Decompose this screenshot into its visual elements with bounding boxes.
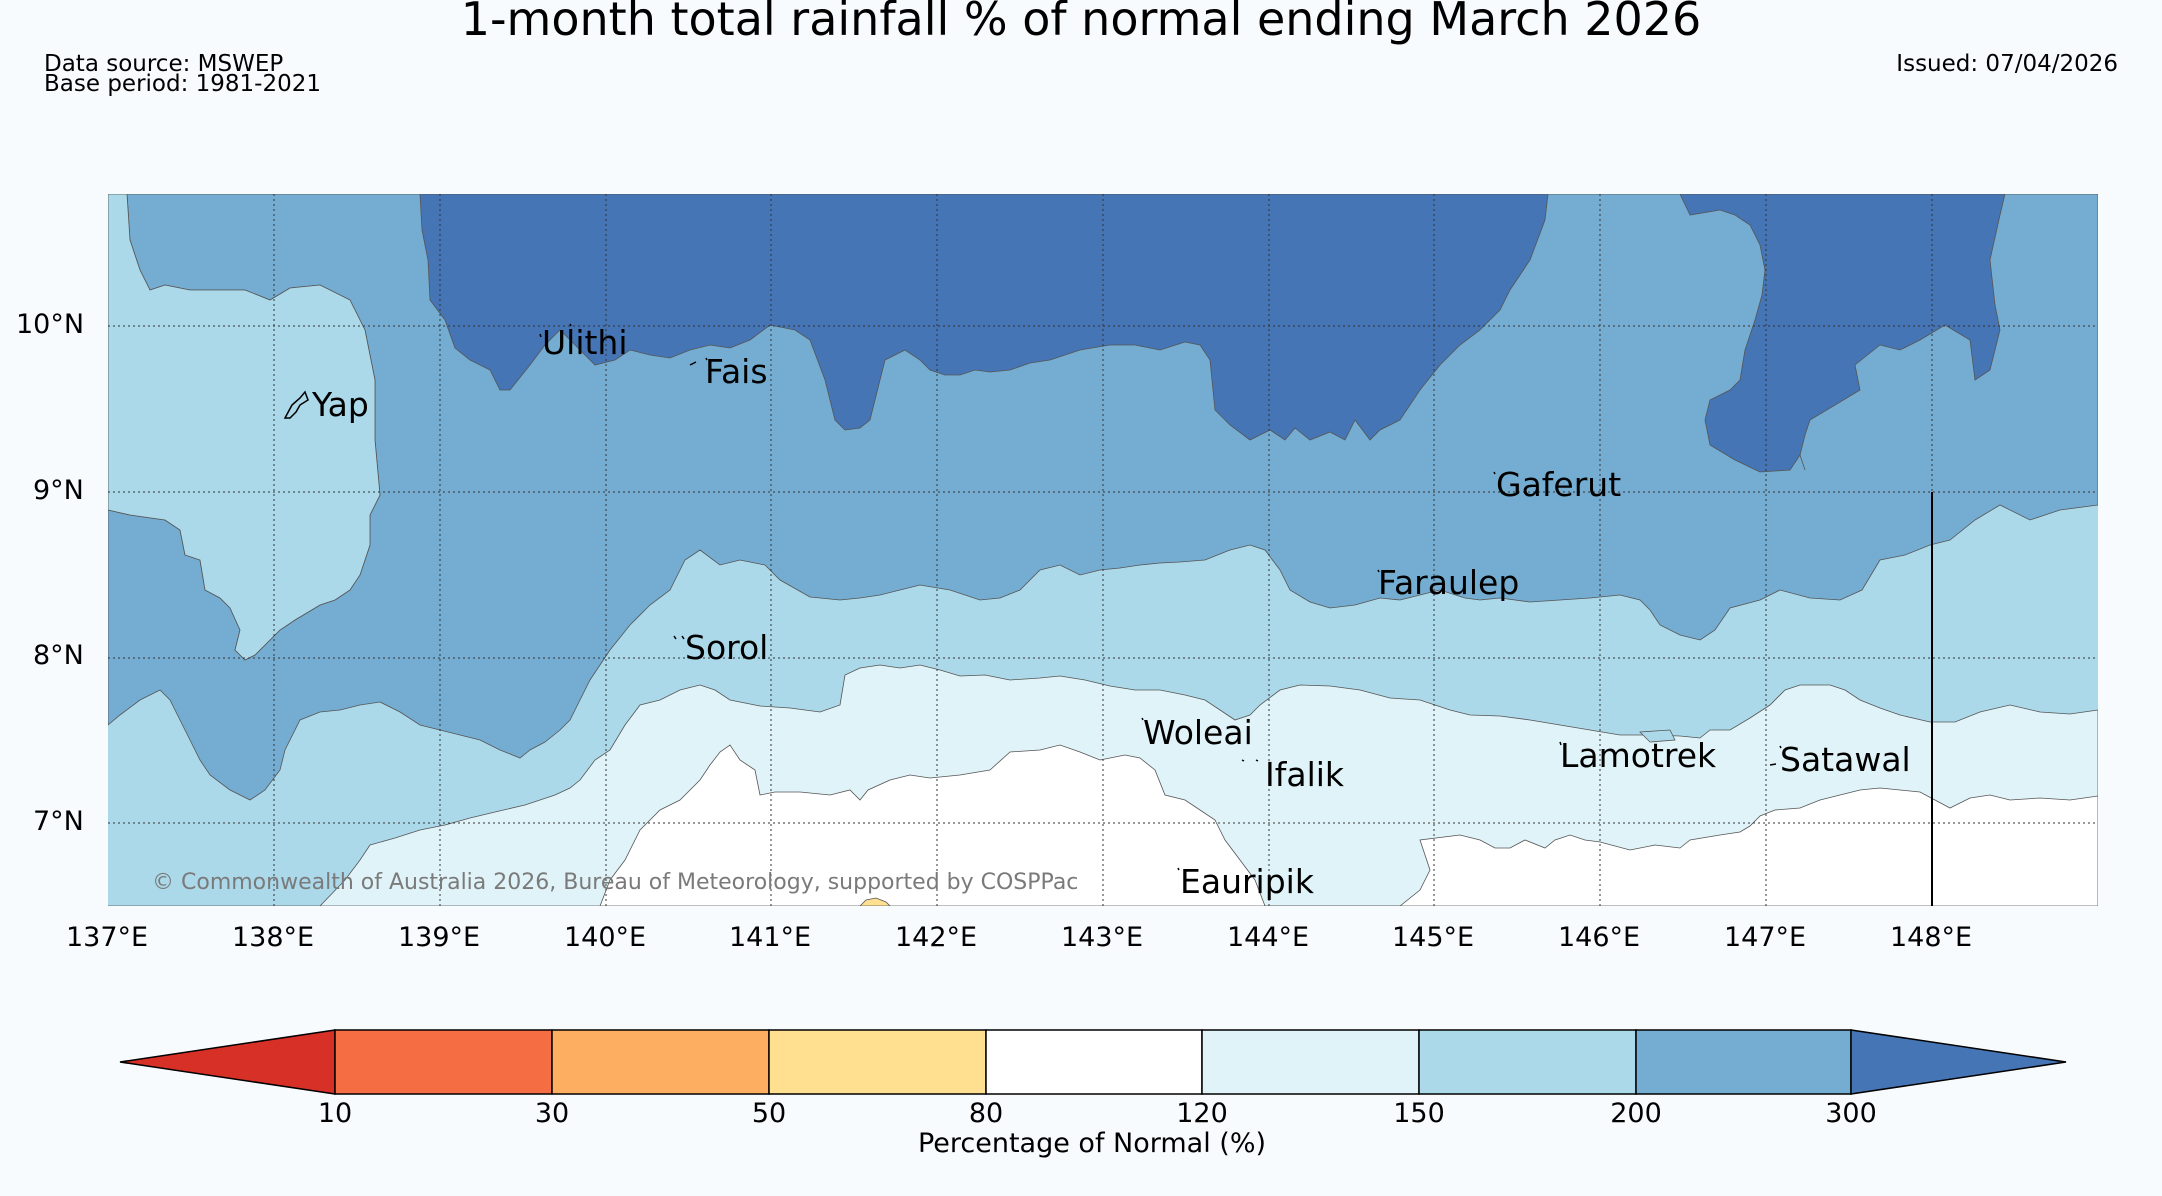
woleai-island-icon: [1141, 717, 1144, 721]
issued-date-text: Issued: 07/04/2026: [1896, 51, 2118, 77]
colorbar-tick-label: 120: [1176, 1098, 1228, 1129]
place-label-lamotrek: Lamotrek: [1560, 736, 1717, 775]
colorbar-segment-200-300: [1635, 1029, 1852, 1095]
map-gridlines: [108, 194, 2098, 906]
band-150-200-west: [108, 194, 381, 661]
sorol-island-icon: [673, 635, 685, 640]
ifalik-island-icon: [1241, 759, 1259, 762]
yap-island-icon: [283, 390, 309, 419]
place-label-gaferut: Gaferut: [1496, 465, 1622, 504]
colorbar-tick-label: 80: [968, 1098, 1004, 1129]
lon-label: 139°E: [398, 922, 481, 953]
lon-label: 145°E: [1392, 922, 1475, 953]
place-label-yap: Yap: [312, 385, 369, 424]
colorbar-extend-high: [1850, 1029, 2067, 1095]
colorbar-segment-30-50: [551, 1029, 770, 1095]
lon-label: 141°E: [729, 922, 812, 953]
fais-island-icon: [689, 357, 708, 366]
data-source-text: Data source: MSWEP: [44, 51, 284, 77]
colorbar-segment-150-200: [1418, 1029, 1637, 1095]
place-label-faraulep: Faraulep: [1378, 563, 1520, 602]
lon-label: 137°E: [66, 922, 149, 953]
lon-label: 147°E: [1724, 922, 1807, 953]
lon-label: 138°E: [232, 922, 315, 953]
copyright-notice: © Commonwealth of Australia 2026, Bureau…: [152, 870, 1079, 895]
band-80-120: [599, 744, 2098, 906]
lon-label: 140°E: [564, 922, 647, 953]
lon-label: 143°E: [1061, 922, 1144, 953]
lamotrek-island-icon: [1559, 741, 1562, 746]
lon-label: 148°E: [1890, 922, 1973, 953]
place-label-fais: Fais: [705, 352, 768, 391]
lat-label: 10°N: [16, 309, 85, 340]
eauripik-island-icon: [1177, 867, 1180, 871]
lamotrek-patch: [1639, 729, 1676, 743]
place-label-ifalik: Ifalik: [1265, 755, 1345, 794]
lon-label: 142°E: [895, 922, 978, 953]
place-label-eauripik: Eauripik: [1180, 862, 1314, 901]
map-title: 1-month total rainfall % of normal endin…: [460, 0, 1702, 46]
colorbar-segment-50-80: [768, 1029, 987, 1095]
lat-label: 8°N: [33, 640, 84, 671]
colorbar-tick-label: 150: [1393, 1098, 1445, 1129]
colorbar-tick-label: 30: [534, 1098, 570, 1129]
band-over-300-east: [1679, 194, 2006, 473]
colorbar-tick-label: 200: [1610, 1098, 1662, 1129]
colorbar-tick-label: 50: [751, 1098, 787, 1129]
colorbar-extend-low: [119, 1029, 336, 1095]
band-50-80-speck: [859, 897, 891, 906]
lon-label: 146°E: [1558, 922, 1641, 953]
satawal-island-icon: [1769, 745, 1782, 766]
colorbar-tick-label: 300: [1825, 1098, 1877, 1129]
place-label-satawal: Satawal: [1780, 740, 1911, 779]
colorbar-segment-80-120: [985, 1029, 1203, 1095]
colorbar-title: Percentage of Normal (%): [917, 1128, 1267, 1159]
band-over-300: [419, 194, 1549, 441]
gaferut-island-icon: [1493, 471, 1496, 475]
colorbar-tick-label: 10: [317, 1098, 353, 1129]
island-outlines: [283, 323, 1782, 871]
base-period-text: Base period: 1981-2021: [44, 71, 322, 97]
lat-label: 9°N: [33, 475, 84, 506]
ulithi-island-icon: [539, 323, 572, 338]
place-label-ulithi: Ulithi: [542, 323, 628, 362]
colorbar-segment-10-30: [334, 1029, 553, 1095]
place-label-woleai: Woleai: [1143, 713, 1253, 752]
lat-label: 7°N: [33, 806, 84, 837]
lon-label: 144°E: [1227, 922, 1310, 953]
place-label-sorol: Sorol: [685, 628, 769, 667]
faraulep-island-icon: [1377, 569, 1380, 573]
colorbar-segment-120-150: [1201, 1029, 1420, 1095]
